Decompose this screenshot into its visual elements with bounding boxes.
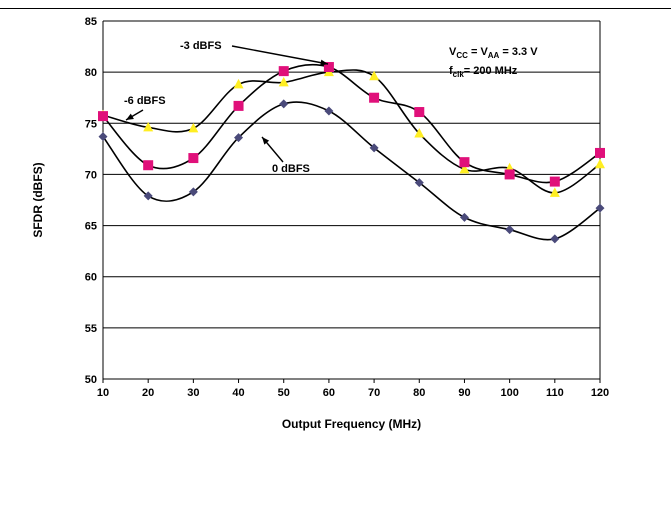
marker-square [323, 62, 334, 73]
x-tick-label: 90 [458, 387, 470, 399]
marker-triangle [595, 158, 605, 169]
annotation-layer: -3 dBFS -6 dBFS 0 dBFS VCC = VAA = 3.3 V… [124, 40, 538, 175]
marker-square [98, 111, 108, 122]
y-tick-label: 65 [85, 221, 97, 233]
x-tick-label: 80 [413, 387, 425, 399]
arrow-minus6-dbfs-head [126, 113, 134, 120]
marker-square [595, 147, 605, 158]
marker-triangle [278, 76, 289, 87]
condition-vcc-vaa: VCC = VAA = 3.3 V [449, 46, 538, 60]
marker-triangle [233, 78, 244, 89]
x-tick-label: 30 [187, 387, 199, 399]
marker-triangle [459, 163, 470, 174]
top-rule [0, 8, 671, 9]
marker-diamond [279, 99, 289, 109]
marker-diamond [595, 203, 605, 213]
x-tick-label: 10 [97, 387, 109, 399]
arrow-minus3-dbfs-head [320, 59, 328, 66]
x-tick-label: 20 [142, 387, 154, 399]
x-tick-label: 100 [500, 387, 518, 399]
marker-square [459, 157, 470, 168]
marker-square [414, 107, 425, 118]
marker-diamond [414, 178, 424, 188]
series-layer [98, 62, 605, 244]
marker-square [369, 92, 380, 103]
y-tick-label: 60 [85, 272, 97, 284]
marker-triangle [369, 70, 380, 81]
x-tick-label: 110 [546, 387, 564, 399]
marker-square [143, 160, 154, 171]
annotation-minus3-dbfs: -3 dBFS [180, 40, 222, 52]
marker-square [188, 153, 199, 164]
marker-diamond [188, 187, 198, 197]
marker-diamond [324, 106, 334, 116]
marker-diamond [505, 225, 515, 235]
y-tick-label: 55 [85, 323, 97, 335]
y-tick-label: 50 [85, 374, 97, 386]
marker-square [504, 169, 515, 180]
marker-square [549, 176, 560, 187]
axes-layer: 50 55 60 65 70 75 80 85 10 20 30 40 50 60 70 80 90 100 110… [31, 16, 609, 431]
x-tick-label: 70 [368, 387, 380, 399]
x-tick-label: 60 [323, 387, 335, 399]
y-tick-label: 70 [85, 169, 97, 181]
y-tick-label: 75 [85, 118, 97, 130]
y-axis-title: SFDR (dBFS) [31, 162, 45, 237]
marker-triangle [414, 128, 425, 138]
marker-triangle [143, 121, 154, 132]
arrow-0-dbfs-head [262, 137, 270, 145]
marker-triangle [549, 187, 560, 197]
series-line-0 [102, 101, 601, 241]
y-tick-label: 85 [85, 16, 97, 28]
marker-square [233, 100, 244, 111]
annotation-0-dbfs: 0 dBFS [272, 163, 310, 175]
x-axis-title: Output Frequency (MHz) [282, 417, 421, 431]
marker-diamond [98, 132, 108, 142]
condition-fclk: fclk= 200 MHz [449, 65, 518, 79]
x-tick-label: 40 [232, 387, 244, 399]
x-tick-label: 120 [591, 387, 609, 399]
arrow-minus3-dbfs [231, 45, 329, 65]
marker-square [278, 66, 289, 77]
y-tick-label: 80 [85, 67, 97, 79]
x-tick-label: 50 [278, 387, 290, 399]
marker-diamond [369, 143, 379, 153]
marker-diamond [459, 212, 469, 222]
annotation-minus6-dbfs: -6 dBFS [124, 95, 166, 107]
marker-triangle [188, 122, 199, 133]
marker-diamond [143, 191, 153, 201]
marker-diamond [550, 234, 560, 244]
marker-diamond [234, 133, 244, 143]
